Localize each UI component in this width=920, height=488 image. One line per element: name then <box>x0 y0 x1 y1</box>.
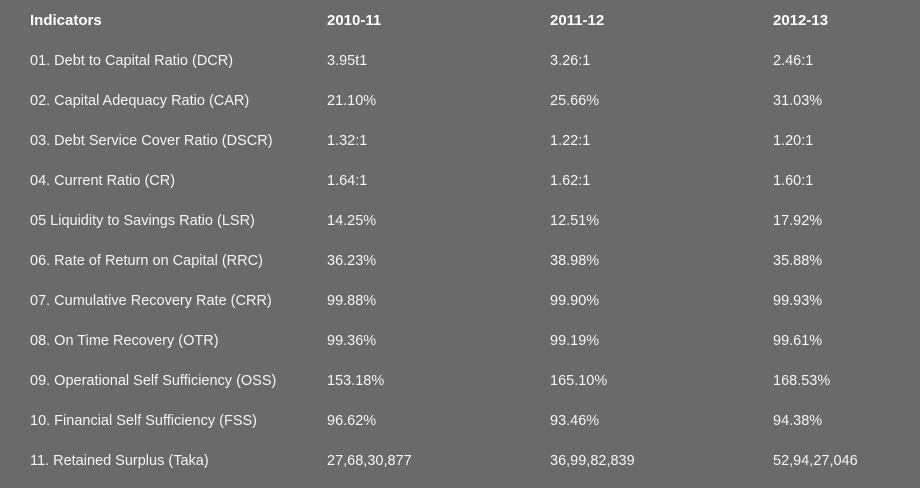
value-2012-13: 1.20:1 <box>773 133 814 149</box>
header-2012-13: 2012-13 <box>773 12 829 29</box>
indicator-name: 07. Cumulative Recovery Rate (CRR) <box>30 293 272 309</box>
header-2011-12: 2011-12 <box>550 12 605 29</box>
value-2010-11: 36.23% <box>327 253 377 269</box>
table-row: 02. Capital Adequacy Ratio (CAR) 21.10% … <box>0 81 920 121</box>
value-2010-11: 3.95t1 <box>327 53 368 69</box>
header-indicators: Indicators <box>30 12 102 29</box>
value-2010-11: 21.10% <box>327 93 377 109</box>
indicator-name: 01. Debt to Capital Ratio (DCR) <box>30 53 234 69</box>
value-2011-12: 1.62:1 <box>550 173 591 189</box>
indicator-name: 10. Financial Self Sufficiency (FSS) <box>30 413 257 429</box>
value-2011-12: 99.90% <box>550 293 600 309</box>
table-row: 03. Debt Service Cover Ratio (DSCR) 1.32… <box>0 121 920 161</box>
indicator-name: 05 Liquidity to Savings Ratio (LSR) <box>30 213 255 229</box>
indicator-name: 09. Operational Self Sufficiency (OSS) <box>30 373 277 389</box>
value-2012-13: 31.03% <box>773 93 823 109</box>
value-2011-12: 38.98% <box>550 253 600 269</box>
table-row: 11. Retained Surplus (Taka) 27,68,30,877… <box>0 441 920 481</box>
table-row: 06. Rate of Return on Capital (RRC) 36.2… <box>0 241 920 281</box>
table-row: 01. Debt to Capital Ratio (DCR) 3.95t1 3… <box>0 41 920 81</box>
indicator-name: 04. Current Ratio (CR) <box>30 173 176 189</box>
table-row: 05 Liquidity to Savings Ratio (LSR) 14.2… <box>0 201 920 241</box>
value-2010-11: 96.62% <box>327 413 377 429</box>
value-2010-11: 14.25% <box>327 213 377 229</box>
indicator-name: 11. Retained Surplus (Taka) <box>30 453 209 469</box>
table-header-row: Indicators 2010-11 2011-12 2012-13 <box>0 0 920 41</box>
value-2011-12: 1.22:1 <box>550 133 591 149</box>
value-2011-12: 99.19% <box>550 333 600 349</box>
value-2012-13: 168.53% <box>773 373 831 389</box>
value-2011-12: 93.46% <box>550 413 600 429</box>
value-2011-12: 36,99,82,839 <box>550 453 635 469</box>
table-row: 10. Financial Self Sufficiency (FSS) 96.… <box>0 401 920 441</box>
table-row: 04. Current Ratio (CR) 1.64:1 1.62:1 1.6… <box>0 161 920 201</box>
table-row: 08. On Time Recovery (OTR) 99.36% 99.19%… <box>0 321 920 361</box>
value-2011-12: 12.51% <box>550 213 600 229</box>
indicator-name: 03. Debt Service Cover Ratio (DSCR) <box>30 133 273 149</box>
header-2010-11: 2010-11 <box>327 12 382 29</box>
indicator-name: 02. Capital Adequacy Ratio (CAR) <box>30 93 250 109</box>
value-2010-11: 27,68,30,877 <box>327 453 412 469</box>
table-row: 09. Operational Self Sufficiency (OSS) 1… <box>0 361 920 401</box>
value-2012-13: 1.60:1 <box>773 173 814 189</box>
value-2011-12: 3.26:1 <box>550 53 591 69</box>
value-2010-11: 99.36% <box>327 333 377 349</box>
value-2012-13: 99.61% <box>773 333 823 349</box>
value-2012-13: 17.92% <box>773 213 823 229</box>
value-2011-12: 165.10% <box>550 373 608 389</box>
value-2010-11: 1.32:1 <box>327 133 368 149</box>
table-row: 07. Cumulative Recovery Rate (CRR) 99.88… <box>0 281 920 321</box>
value-2011-12: 25.66% <box>550 93 600 109</box>
value-2012-13: 2.46:1 <box>773 53 814 69</box>
value-2012-13: 52,94,27,046 <box>773 453 858 469</box>
indicator-name: 08. On Time Recovery (OTR) <box>30 333 219 349</box>
value-2010-11: 1.64:1 <box>327 173 368 189</box>
value-2010-11: 99.88% <box>327 293 377 309</box>
value-2010-11: 153.18% <box>327 373 385 389</box>
indicator-name: 06. Rate of Return on Capital (RRC) <box>30 253 263 269</box>
value-2012-13: 94.38% <box>773 413 823 429</box>
value-2012-13: 99.93% <box>773 293 823 309</box>
value-2012-13: 35.88% <box>773 253 823 269</box>
